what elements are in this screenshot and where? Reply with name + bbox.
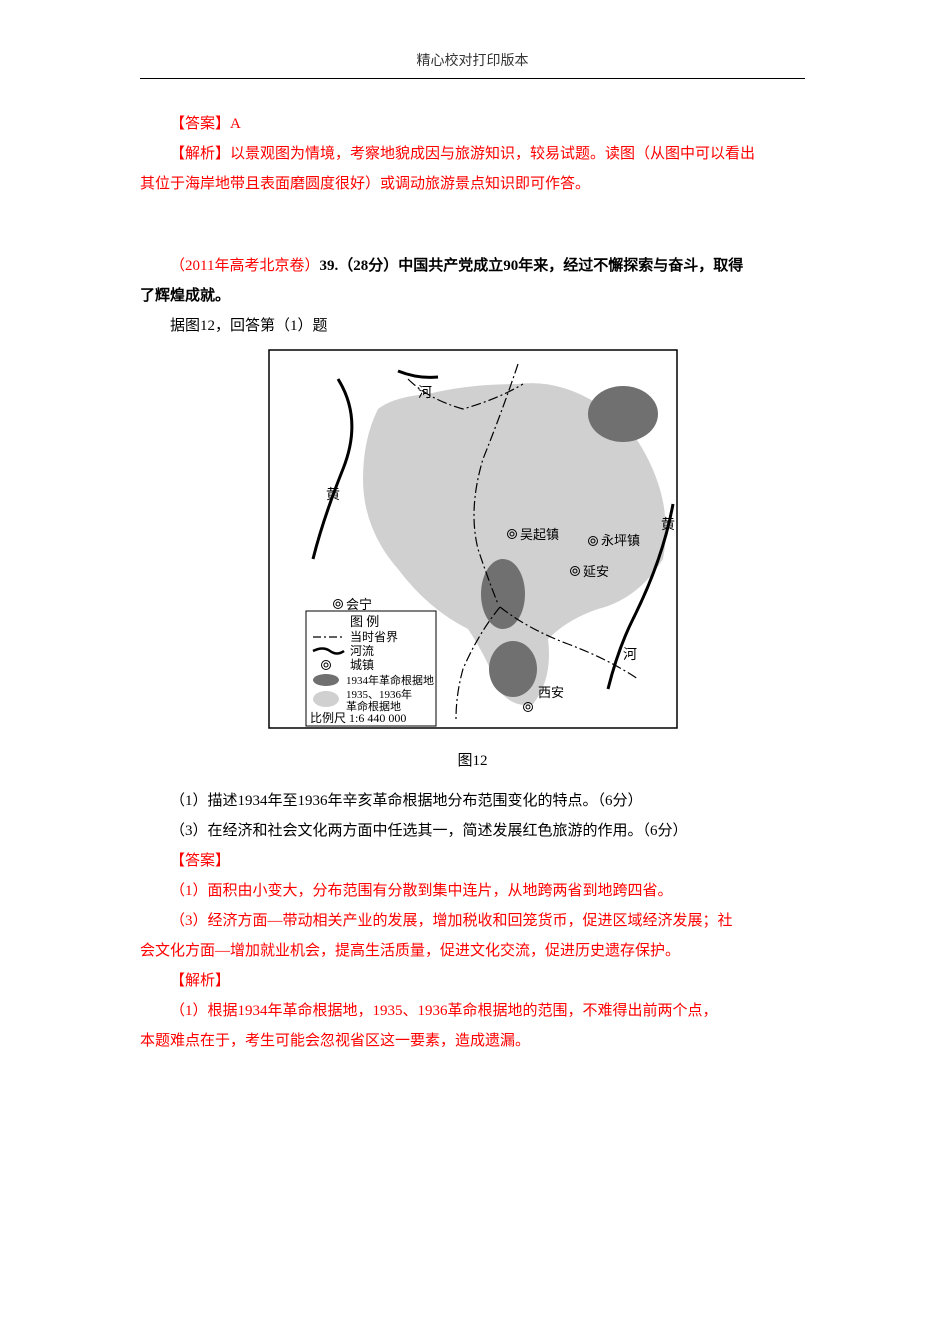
spacer: [140, 229, 805, 251]
question-num-text2: 了辉煌成就。: [140, 288, 230, 304]
svg-text:延安: 延安: [583, 564, 609, 579]
answer-1-line: 【答案】A: [140, 109, 805, 139]
analysis-label2: 【解析】: [170, 973, 230, 989]
figure-caption: 图12: [140, 746, 805, 776]
answer-a3-l2: 会文化方面—增加就业机会，提高生活质量，促进文化交流，促进历史遗存保护。: [140, 936, 805, 966]
analysis-l2: 其位于海岸地带且表面磨圆度很好）或调动旅游景点知识即可作答。: [140, 176, 590, 192]
analysis-1-line2: 其位于海岸地带且表面磨圆度很好）或调动旅游景点知识即可作答。: [140, 169, 805, 199]
q3-text: （3）在经济和社会文化两方面中任选其一，简述发展红色旅游的作用。（6分）: [170, 823, 688, 839]
a3-line1: （3）经济方面—带动相关产业的发展，增加税收和回笼货币，促进区域经济发展；社: [170, 913, 733, 929]
analysis-line2: 本题难点在于，考生可能会忽视省区这一要素，造成遗漏。: [140, 1033, 530, 1049]
header-underline: [140, 78, 805, 79]
analysis-1-line1: 【解析】以景观图为情境，考察地貌成因与旅游知识，较易试题。读图（从图中可以看出: [140, 139, 805, 169]
question-source-line1: （2011年高考北京卷）39.（28分）中国共产党成立90年来，经过不懈探索与奋…: [140, 251, 805, 281]
question-1: （1）描述1934年至1936年辛亥革命根据地分布范围变化的特点。（6分）: [140, 786, 805, 816]
legend-1935a: 1935、1936年: [346, 687, 412, 701]
answer-a1: （1）面积由小变大，分布范围有分散到集中连片，从地跨两省到地跨四省。: [140, 876, 805, 906]
a1-text: （1）面积由小变大，分布范围有分散到集中连片，从地跨两省到地跨四省。: [170, 883, 673, 899]
answer-letter: A: [230, 116, 241, 132]
content-body: 【答案】A 【解析】以景观图为情境，考察地貌成因与旅游知识，较易试题。读图（从图…: [140, 109, 805, 1056]
question-source-line2: 了辉煌成就。: [140, 281, 805, 311]
map-figure: 黄 河 黄 河 吴起镇 永坪镇 延安: [268, 349, 678, 729]
question-source: （2011年高考北京卷）: [170, 258, 319, 274]
river-label-huang-left: 黄: [326, 486, 340, 503]
analysis-label: 【解析】: [170, 146, 230, 162]
question-num-text: 39.（28分）中国共产党成立90年来，经过不懈探索与奋斗，取得: [319, 258, 743, 274]
legend-boundary: 当时省界: [350, 630, 398, 644]
page-header: 精心校对打印版本: [140, 50, 805, 70]
instruction-text: 据图12，回答第（1）题: [170, 318, 328, 334]
answer-a3-l1: （3）经济方面—带动相关产业的发展，增加税收和回笼货币，促进区域经济发展；社: [140, 906, 805, 936]
svg-text:永坪镇: 永坪镇: [601, 533, 640, 548]
answer-label: 【答案】: [170, 116, 230, 132]
question-3: （3）在经济和社会文化两方面中任选其一，简述发展红色旅游的作用。（6分）: [140, 816, 805, 846]
analysis-l2: 本题难点在于，考生可能会忽视省区这一要素，造成遗漏。: [140, 1026, 805, 1056]
legend-1934: 1934年革命根据地: [346, 673, 434, 687]
legend-river: 河流: [350, 644, 374, 658]
legend-title: 图 例: [350, 614, 379, 629]
spacer: [140, 199, 805, 229]
legend-scale: 比例尺 1:6 440 000: [310, 711, 406, 725]
question-instruction: 据图12，回答第（1）题: [140, 311, 805, 341]
header-title: 精心校对打印版本: [417, 54, 529, 69]
analysis-label-line: 【解析】: [140, 966, 805, 996]
figure-wrap: 黄 河 黄 河 吴起镇 永坪镇 延安: [140, 349, 805, 740]
analysis-l1: 以景观图为情境，考察地貌成因与旅游知识，较易试题。读图（从图中可以看出: [230, 146, 755, 162]
svg-text:西安: 西安: [538, 685, 564, 700]
legend-town: 城镇: [350, 658, 374, 672]
answers-label-text: 【答案】: [170, 853, 230, 869]
q1-text: （1）描述1934年至1936年辛亥革命根据地分布范围变化的特点。（6分）: [170, 793, 643, 809]
caption-text: 图12: [457, 753, 487, 769]
river-label-huang-right: 黄: [661, 516, 675, 533]
svg-text:会宁: 会宁: [346, 597, 372, 612]
a3-line2: 会文化方面—增加就业机会，提高生活质量，促进文化交流，促进历史遗存保护。: [140, 943, 680, 959]
answers-label: 【答案】: [140, 846, 805, 876]
analysis-line1: （1）根据1934年革命根据地，1935、1936革命根据地的范围，不难得出前两…: [170, 1003, 718, 1019]
svg-text:吴起镇: 吴起镇: [520, 527, 559, 542]
analysis-l1: （1）根据1934年革命根据地，1935、1936革命根据地的范围，不难得出前两…: [140, 996, 805, 1026]
river-label-he-right: 河: [623, 647, 637, 663]
